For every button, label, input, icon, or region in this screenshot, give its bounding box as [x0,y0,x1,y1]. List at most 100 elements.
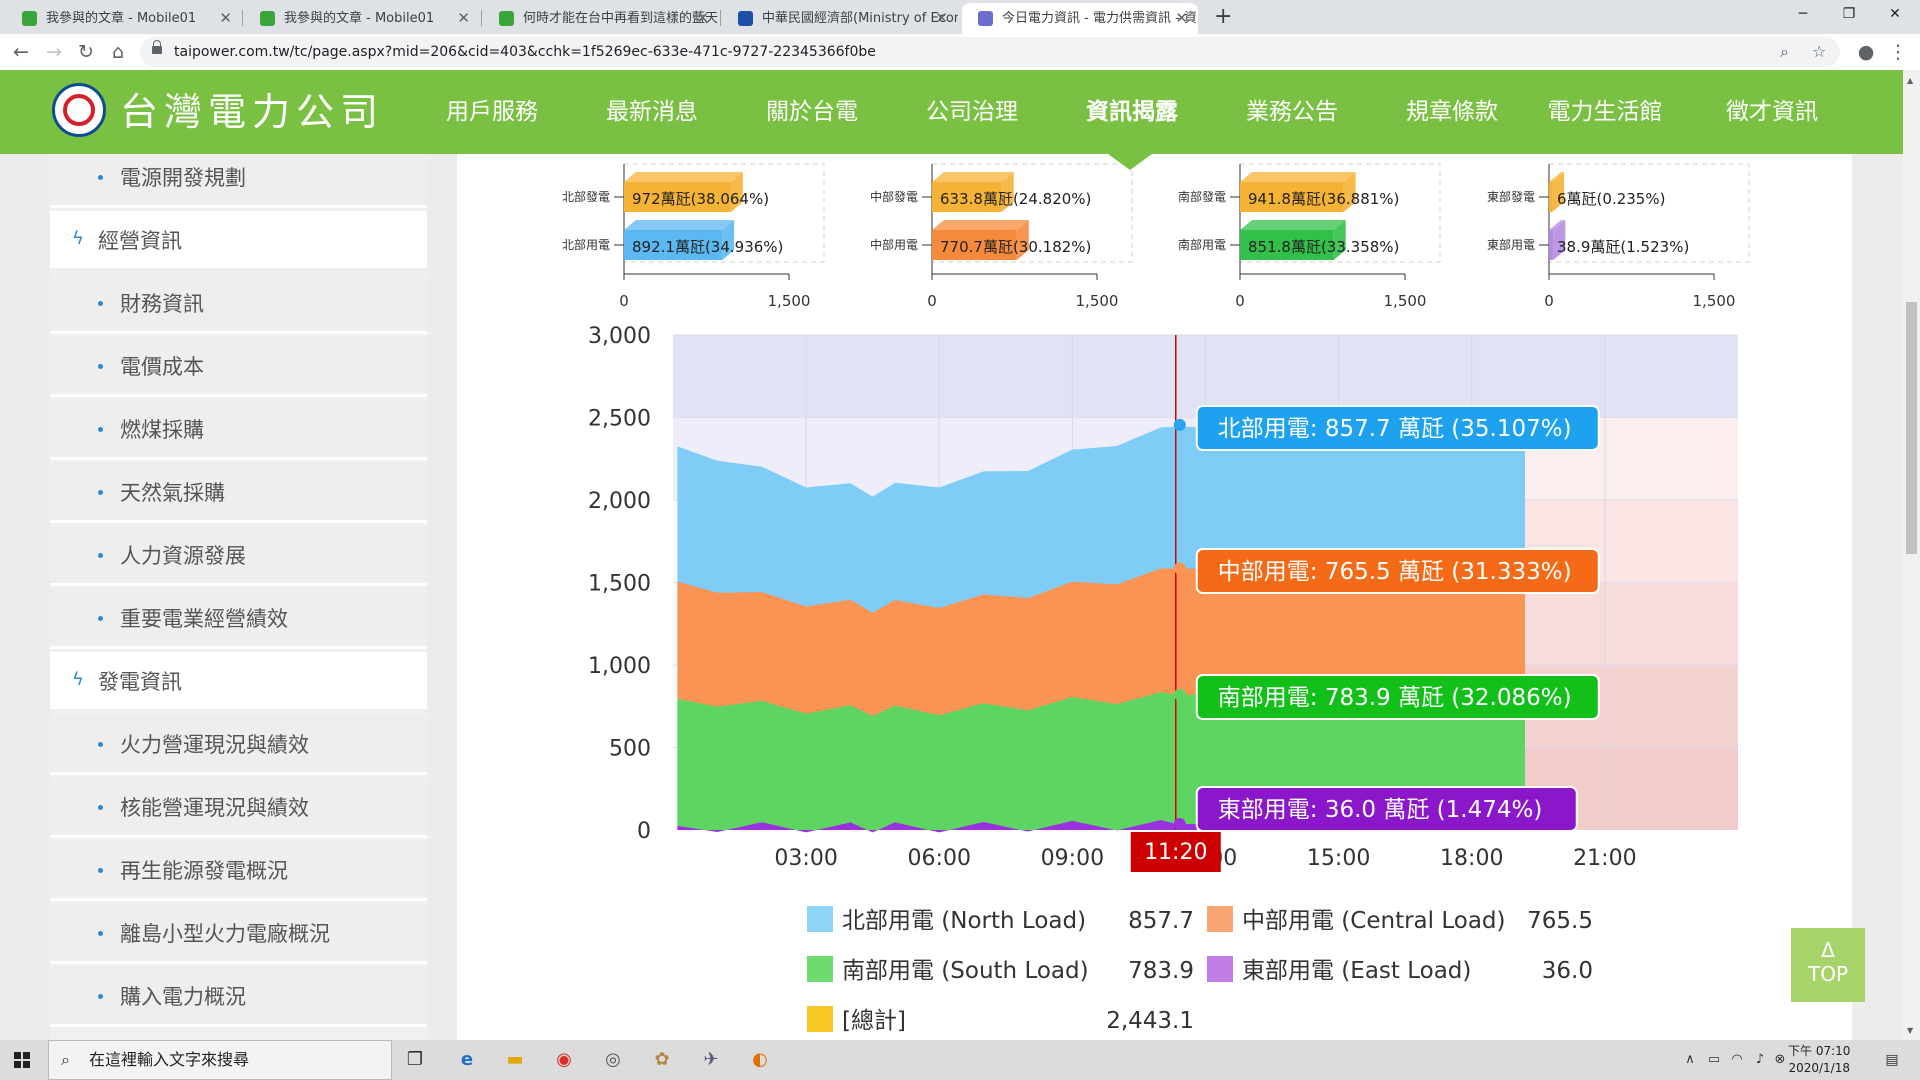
legend-item[interactable]: 東部用電 (East Load) 36.0 [1207,956,1593,984]
sidebar-item[interactable]: 電源開發規劃 [50,154,427,208]
chrome-icon[interactable]: ◉ [556,1049,572,1070]
tab-title: 我參與的文章 - Mobile01 [284,11,435,26]
nav-item[interactable]: 最新消息 [606,99,698,125]
back-to-top-button[interactable]: Δ TOP [1791,928,1865,1002]
bar[interactable] [624,182,731,212]
bar[interactable] [1240,182,1344,212]
blender-icon[interactable]: ◐ [752,1049,768,1070]
bar[interactable] [1549,182,1552,212]
nav-item[interactable]: 規章條款 [1406,99,1498,125]
series-marker[interactable] [1173,562,1186,575]
volume-icon[interactable]: ♪ [1755,1052,1765,1067]
nav-item[interactable]: 徵才資訊 [1726,99,1818,125]
close-tab-icon[interactable]: ✕ [935,9,948,27]
close-tab-icon[interactable]: ✕ [1175,9,1188,27]
app-icon[interactable]: ✿ [654,1049,670,1070]
scroll-down-icon[interactable]: ▼ [1907,1026,1914,1035]
legend-label: 北部用電 (North Load) [842,908,1086,934]
scroll-thumb[interactable] [1906,302,1917,554]
sidebar-item[interactable]: 財務資訊 [50,274,427,334]
close-tab-icon[interactable]: ✕ [696,9,709,27]
browser-tab[interactable]: 我參與的文章 - Mobile01 ✕ [244,3,480,34]
task-view-icon[interactable]: ❐ [406,1049,424,1070]
bar[interactable] [1240,230,1334,260]
ime-icon[interactable]: ⊗ [1774,1052,1786,1067]
legend-item[interactable]: 北部用電 (North Load) 857.7 [807,906,1194,934]
edge-icon[interactable]: e [460,1049,474,1070]
bullet-icon [98,931,103,936]
sidebar-item[interactable]: 天然氣採購 [50,463,427,523]
close-tab-icon[interactable]: ✕ [457,9,470,27]
forward-icon[interactable]: → [46,41,62,63]
close-tab-icon[interactable]: ✕ [219,9,232,27]
sidebar-category[interactable]: ϟ 發電資訊 [50,652,427,712]
wifi-icon[interactable]: ◠ [1731,1052,1743,1067]
profile-icon[interactable]: ● [1857,41,1875,63]
app-icon[interactable]: ✈ [703,1049,719,1070]
sidebar-item[interactable]: 電價成本 [50,337,427,397]
nav-item[interactable]: 用戶服務 [446,99,538,125]
taskbar-clock[interactable]: 下午 07:10 2020/1/18 [1788,1043,1850,1077]
sidebar-item[interactable]: 重要電業經營績效 [50,589,427,649]
legend-item[interactable]: 南部用電 (South Load) 783.9 [807,956,1194,984]
browser-tab[interactable]: 我參與的文章 - Mobile01 ✕ [6,3,242,34]
menu-icon[interactable]: ⋮ [1888,41,1908,63]
series-tooltip-label: 北部用電: 857.7 萬瓩 (35.107%) [1218,416,1572,442]
series-marker[interactable] [1173,818,1186,831]
series-marker[interactable] [1173,418,1186,431]
app-icon[interactable]: ◎ [605,1049,621,1070]
sidebar-category[interactable]: ϟ 經營資訊 [50,211,427,271]
notification-icon[interactable]: ▤ [1885,1052,1899,1068]
bar-side-face [730,172,743,212]
bar[interactable] [932,230,1017,260]
legend-swatch [1207,956,1233,982]
sidebar-item[interactable]: 再生能源發電概況 [50,841,427,901]
lock-icon[interactable] [152,40,162,54]
restore-button[interactable]: ❐ [1842,6,1856,22]
nav-item[interactable]: 關於台電 [766,99,858,125]
bookmark-star-icon[interactable]: ☆ [1812,42,1827,61]
chevron-up-icon[interactable]: ∧ [1685,1052,1695,1067]
scroll-up-icon[interactable]: ▲ [1907,76,1914,85]
zoom-icon[interactable]: ⌕ [1780,42,1789,61]
bullet-icon [98,616,103,621]
address-bar[interactable]: taipower.com.tw/tc/page.aspx?mid=206&cid… [140,37,1840,67]
bar[interactable] [932,182,1002,212]
sidebar-item[interactable]: 核能營運現況與績效 [50,778,427,838]
file-explorer-icon[interactable]: ▬ [506,1049,524,1070]
sidebar-item[interactable]: 火力營運現況與績效 [50,715,427,775]
taipower-logo-icon[interactable] [52,83,106,137]
minimize-button[interactable]: ─ [1798,6,1808,22]
new-tab-button[interactable]: + [1214,4,1233,29]
series-tooltip [1195,786,1578,832]
battery-icon[interactable]: ▭ [1707,1052,1721,1067]
nav-item[interactable]: 電力生活館 [1547,99,1663,125]
browser-tab[interactable]: 何時才能在台中再看到這樣的藍天 ✕ [483,3,719,34]
url-text[interactable]: taipower.com.tw/tc/page.aspx?mid=206&cid… [174,44,876,60]
close-window-button[interactable]: ✕ [1889,6,1901,22]
sidebar-label: 離島小型火力電廠概況 [120,922,330,946]
series-marker[interactable] [1173,688,1186,701]
legend-item[interactable]: 中部用電 (Central Load) 765.5 [1207,906,1593,934]
home-icon[interactable]: ⌂ [111,41,125,63]
bar[interactable] [1549,230,1554,260]
reload-icon[interactable]: ↻ [78,41,94,63]
sidebar-item[interactable]: 離島小型火力電廠概況 [50,904,427,964]
back-icon[interactable]: ← [13,41,29,63]
legend-item[interactable]: [總計] 2,443.1 [807,1006,1194,1034]
browser-tab[interactable]: 中華民國經濟部(Ministry of Econ ✕ [722,3,958,34]
bar-top-face [1240,220,1346,230]
bar-value-label: 6萬瓩(0.235%) [1557,190,1665,208]
sidebar-item[interactable]: 人力資源發展 [50,526,427,586]
logo-text[interactable]: 台灣電力公司 [120,90,385,134]
bar[interactable] [624,230,723,260]
page-scrollbar[interactable]: ▲ ▼ [1903,70,1920,1040]
nav-item[interactable]: 業務公告 [1246,99,1338,125]
browser-tab[interactable]: 今日電力資訊 - 電力供需資訊 - 資 ✕ [962,3,1198,34]
windows-start-icon[interactable] [14,1052,30,1068]
sidebar-item[interactable]: 燃煤採購 [50,400,427,460]
sidebar-item[interactable]: 購入電力概況 [50,967,427,1027]
taskbar-search[interactable]: ⌕ 在這裡輸入文字來搜尋 [48,1040,392,1080]
nav-item[interactable]: 公司治理 [926,99,1018,125]
nav-item[interactable]: 資訊揭露 [1086,99,1178,125]
